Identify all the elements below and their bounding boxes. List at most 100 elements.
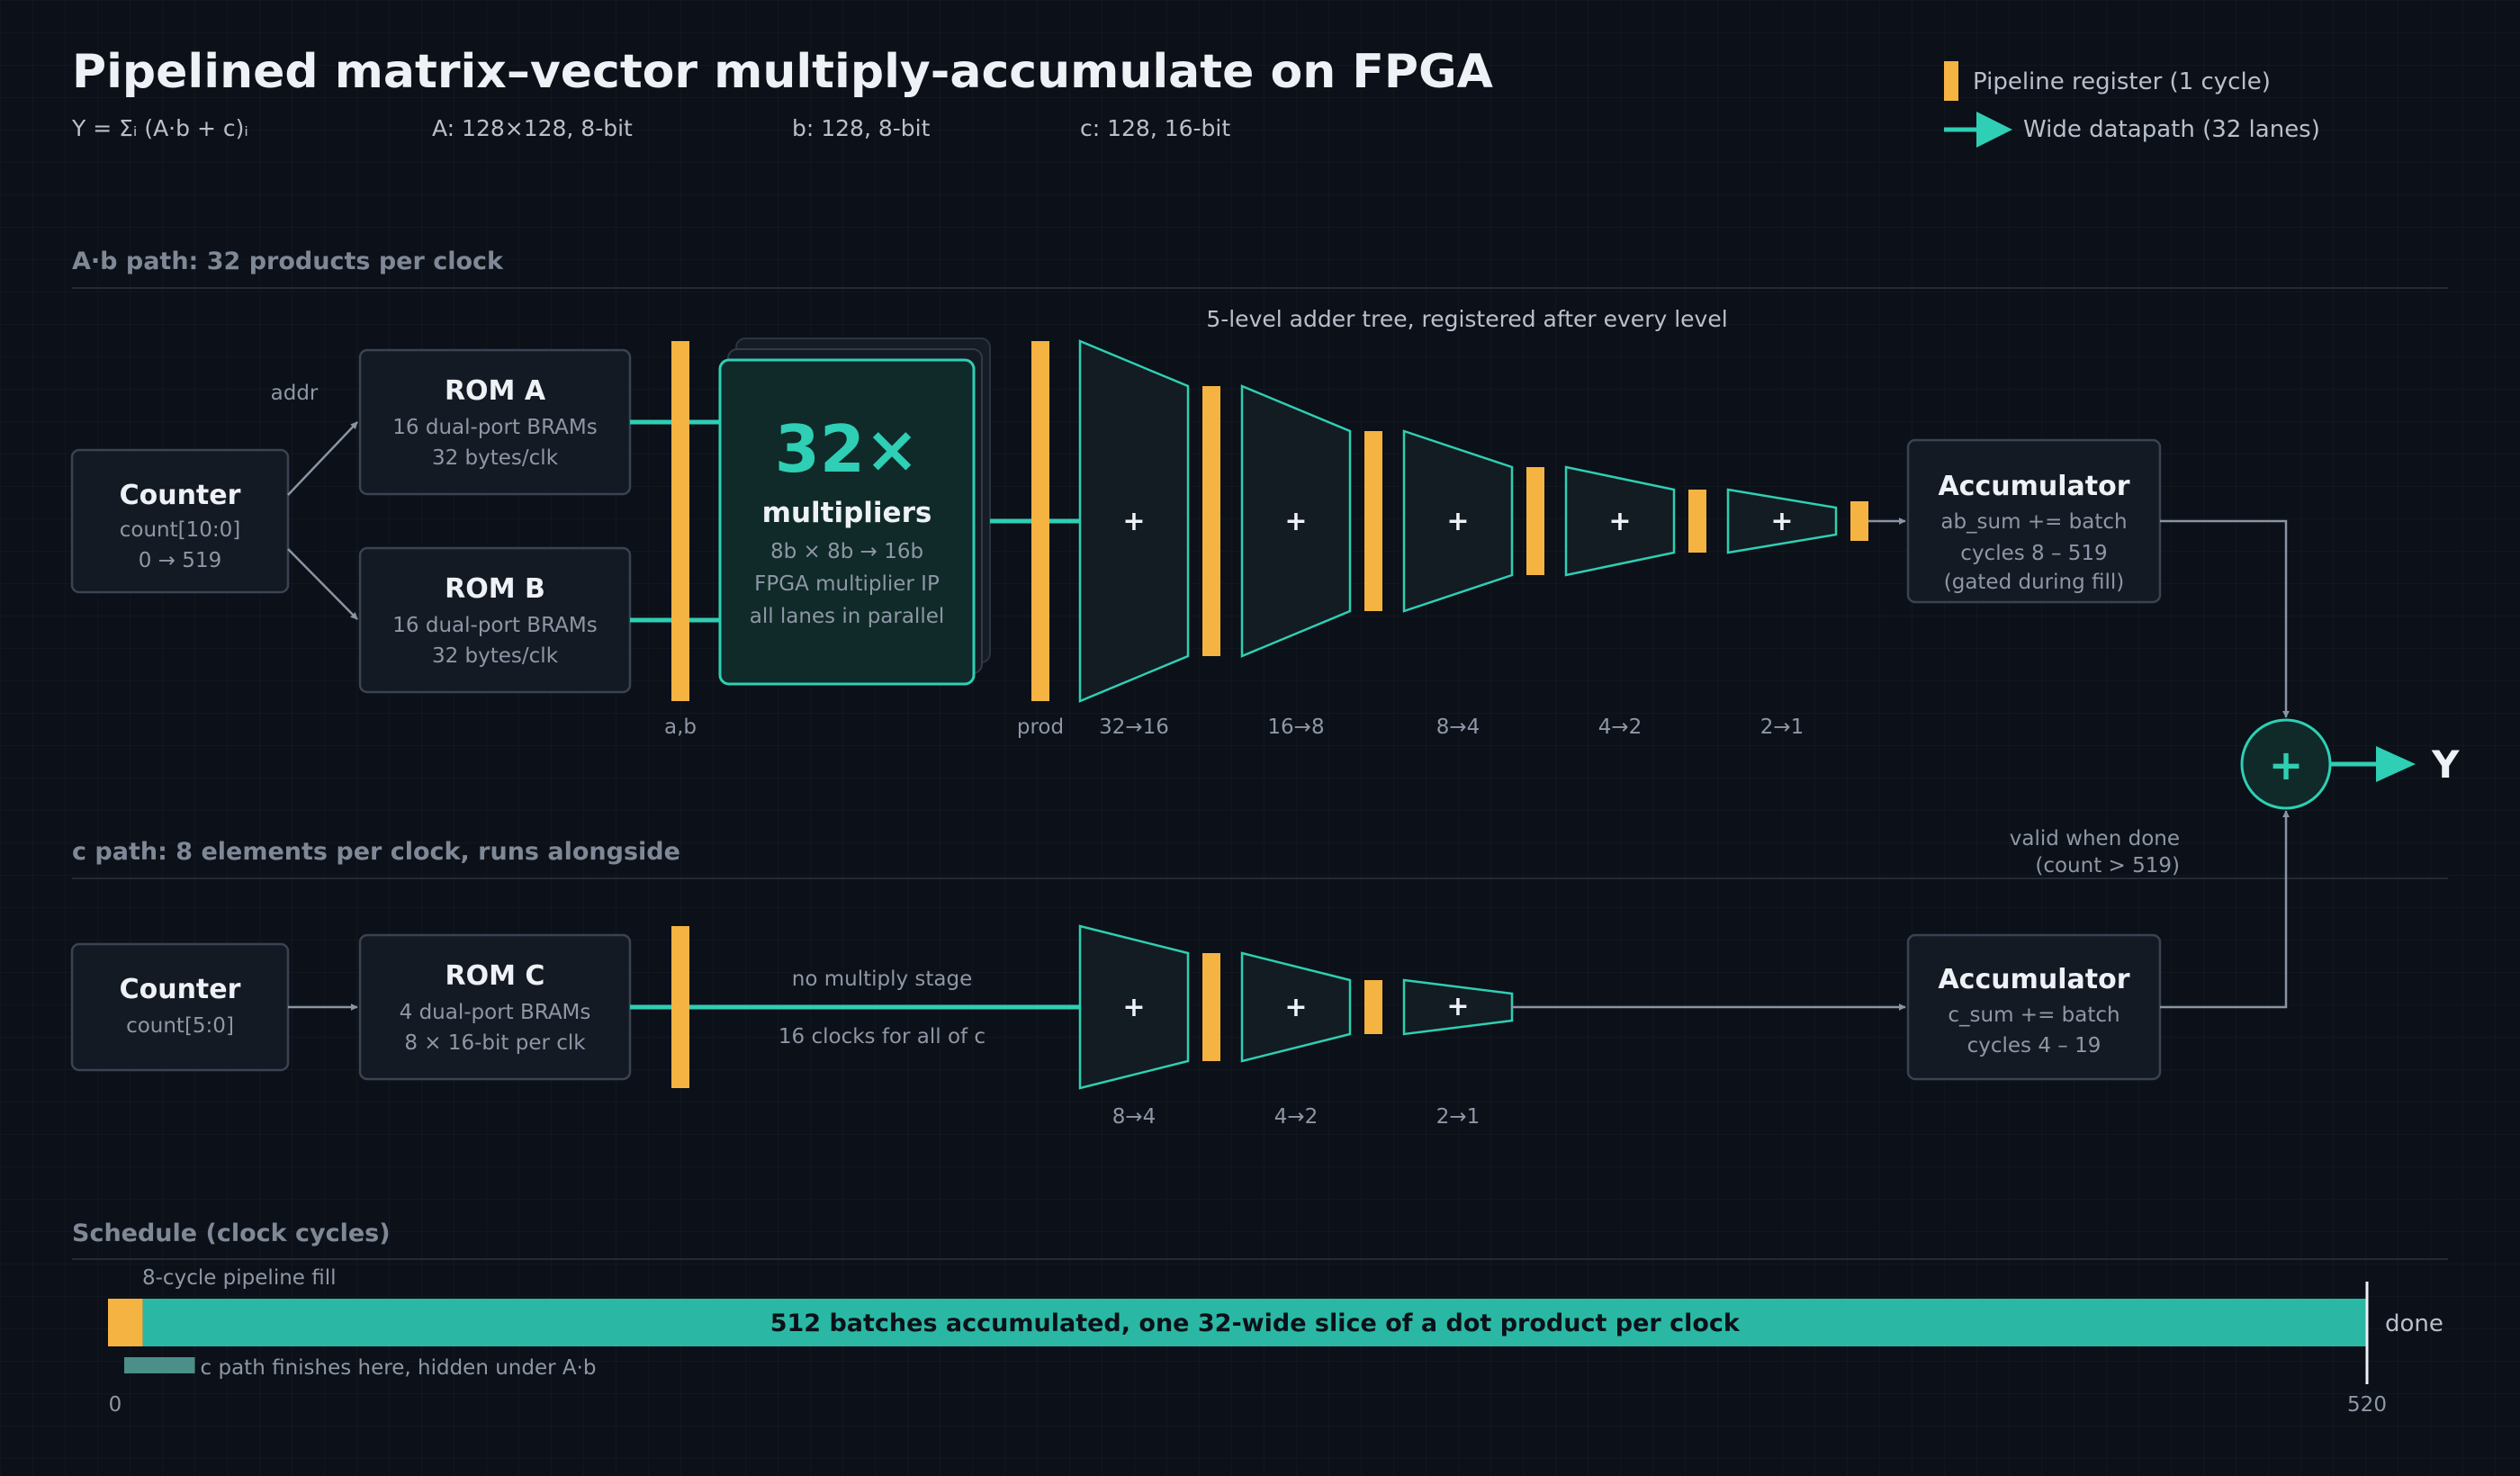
ab-tree-level-2-label: 16→8 <box>1267 716 1324 739</box>
page-title: Pipelined matrix–vector multiply-accumul… <box>72 45 1493 99</box>
multiplier-line3: all lanes in parallel <box>750 605 945 628</box>
ab-tree-register-5 <box>1850 501 1868 541</box>
ab-accumulator-title: Accumulator <box>1938 471 2129 502</box>
param-a-label: A: 128×128, 8-bit <box>432 115 633 141</box>
ab-accumulator-to-sum-arrow <box>2160 519 2290 718</box>
multiplier-block: 32× multipliers 8b × 8b → 16b FPGA multi… <box>718 338 991 686</box>
multiplier-count: 32× <box>775 411 920 487</box>
ab-path-section-label: A·b path: 32 products per clock <box>72 248 504 275</box>
c-adder-3-plus: + <box>1446 991 1469 1022</box>
ab-accumulator-line3: (gated during fill) <box>1944 571 2125 594</box>
ab-tree-register-3 <box>1526 467 1544 575</box>
c-tree-register-1 <box>1202 953 1220 1061</box>
rom-c-line2: 8 × 16-bit per clk <box>404 1031 586 1055</box>
rom-a-title: ROM A <box>445 375 546 407</box>
c-adder-1-plus: + <box>1122 992 1145 1023</box>
output-arrow-icon <box>2376 746 2416 782</box>
c-accumulator-box: Accumulator c_sum += batch cycles 4 – 19 <box>1906 933 2162 1081</box>
ab-adder-4-plus: + <box>1608 506 1631 537</box>
c-counter-line1: count[5:0] <box>126 1014 234 1038</box>
ab-accumulator-box: Accumulator ab_sum += batch cycles 8 – 5… <box>1906 438 2162 604</box>
output-y-label: Y <box>2431 742 2460 787</box>
ab-counter-box: Counter count[10:0] 0 → 519 <box>70 448 290 594</box>
c-path-section-label: c path: 8 elements per clock, runs along… <box>72 838 680 866</box>
ab-accumulator-line1: ab_sum += batch <box>1940 510 2127 534</box>
register-ab-label: a,b <box>664 716 697 739</box>
ab-tree-level-5-label: 2→1 <box>1760 716 1804 739</box>
accumulate-bar-label: 512 batches accumulated, one 32-wide sli… <box>770 1310 1741 1337</box>
legend-register-swatch <box>1944 61 1958 101</box>
ab-adder-level-1: + <box>1078 339 1190 703</box>
c-accumulator-line2: cycles 4 – 19 <box>1967 1034 2102 1058</box>
accumulate-bar <box>142 1299 2367 1346</box>
c-adder-level-1: + <box>1078 924 1190 1090</box>
rom-b-line2: 32 bytes/clk <box>432 644 559 668</box>
schedule-section-label: Schedule (clock cycles) <box>72 1220 391 1247</box>
addr-label: addr <box>271 382 319 405</box>
multiplier-line2: FPGA multiplier IP <box>754 572 940 596</box>
c-tree-level-2-label: 4→2 <box>1274 1105 1318 1129</box>
rom-b-line1: 16 dual-port BRAMs <box>392 614 597 637</box>
ab-tree-register-1 <box>1202 386 1220 656</box>
ab-adder-level-2: + <box>1240 384 1352 658</box>
ab-adder-level-5: + <box>1726 488 1838 554</box>
c-adder-level-3: + <box>1402 978 1514 1036</box>
ab-tree-register-4 <box>1688 490 1706 553</box>
ab-tree-register-2 <box>1364 431 1382 611</box>
fill-label: 8-cycle pipeline fill <box>142 1266 337 1290</box>
c-path-finish-note: c path finishes here, hidden under A·b <box>201 1356 597 1380</box>
param-c-label: c: 128, 16-bit <box>1080 115 1230 141</box>
ab-tree-level-1-label: 32→16 <box>1099 716 1169 739</box>
adder-tree-note: 5-level adder tree, registered after eve… <box>1206 306 1727 332</box>
c-accumulator-to-sum-arrow <box>2160 810 2290 1009</box>
param-b-label: b: 128, 8-bit <box>792 115 931 141</box>
ab-tree-level-3-label: 8→4 <box>1436 716 1480 739</box>
c-accumulator-title: Accumulator <box>1938 964 2129 995</box>
output-sum-node: + <box>2240 718 2332 810</box>
rom-b-box: ROM B 16 dual-port BRAMs 32 bytes/clk <box>358 546 632 694</box>
ab-adder-1-plus: + <box>1122 506 1145 537</box>
rom-b-title: ROM B <box>445 573 545 605</box>
schedule-tick-start: 0 <box>109 1393 122 1417</box>
c-tree-level-1-label: 8→4 <box>1112 1105 1156 1129</box>
rom-a-line1: 16 dual-port BRAMs <box>392 416 597 439</box>
ab-adder-5-plus: + <box>1770 506 1793 537</box>
legend-datapath-arrow-icon <box>1976 112 2012 148</box>
legend-datapath-label: Wide datapath (32 lanes) <box>2023 116 2320 143</box>
equation-label: Y = Σᵢ (A·b + c)ᵢ <box>71 115 248 141</box>
addr-arrow-rom-a <box>287 421 358 496</box>
valid-note-line1: valid when done <box>2010 827 2180 850</box>
c-counter-title: Counter <box>120 974 241 1005</box>
ab-adder-level-4: + <box>1564 465 1676 577</box>
rom-c-line1: 4 dual-port BRAMs <box>400 1001 591 1024</box>
pipeline-fill-bar <box>108 1299 143 1346</box>
valid-note-line2: (count > 519) <box>2035 854 2180 878</box>
no-multiply-note: no multiply stage <box>792 968 973 991</box>
c-counter-box: Counter count[5:0] <box>70 942 290 1072</box>
output-sum-plus: + <box>2269 741 2304 789</box>
rom-c-title: ROM C <box>446 960 545 992</box>
legend-register-label: Pipeline register (1 cycle) <box>1973 68 2271 95</box>
register-prod-label: prod <box>1017 716 1064 739</box>
ab-counter-line2: 0 → 519 <box>139 549 221 572</box>
ab-adder-level-3: + <box>1402 429 1514 613</box>
schedule-timeline <box>108 1282 2369 1384</box>
schedule-tick-end: 520 <box>2347 1393 2387 1417</box>
register-c <box>671 926 689 1088</box>
c-tree-register-2 <box>1364 980 1382 1034</box>
c-path-bar <box>124 1357 195 1373</box>
rom-a-line2: 32 bytes/clk <box>432 446 559 470</box>
clocks-note: 16 clocks for all of c <box>778 1025 986 1048</box>
register-prod <box>1031 341 1049 701</box>
ab-counter-line1: count[10:0] <box>120 518 241 542</box>
legend: Pipeline register (1 cycle) Wide datapat… <box>1944 61 2320 148</box>
ab-adder-2-plus: + <box>1284 506 1307 537</box>
c-adder-level-2: + <box>1240 951 1352 1063</box>
ab-adder-3-plus: + <box>1446 506 1469 537</box>
c-accumulator-line1: c_sum += batch <box>1948 1004 2120 1027</box>
ab-counter-title: Counter <box>120 480 241 511</box>
multiplier-line1: 8b × 8b → 16b <box>770 540 923 563</box>
c-adder-2-plus: + <box>1284 992 1307 1023</box>
rom-a-box: ROM A 16 dual-port BRAMs 32 bytes/clk <box>358 348 632 496</box>
addr-arrow-rom-b <box>287 548 358 620</box>
